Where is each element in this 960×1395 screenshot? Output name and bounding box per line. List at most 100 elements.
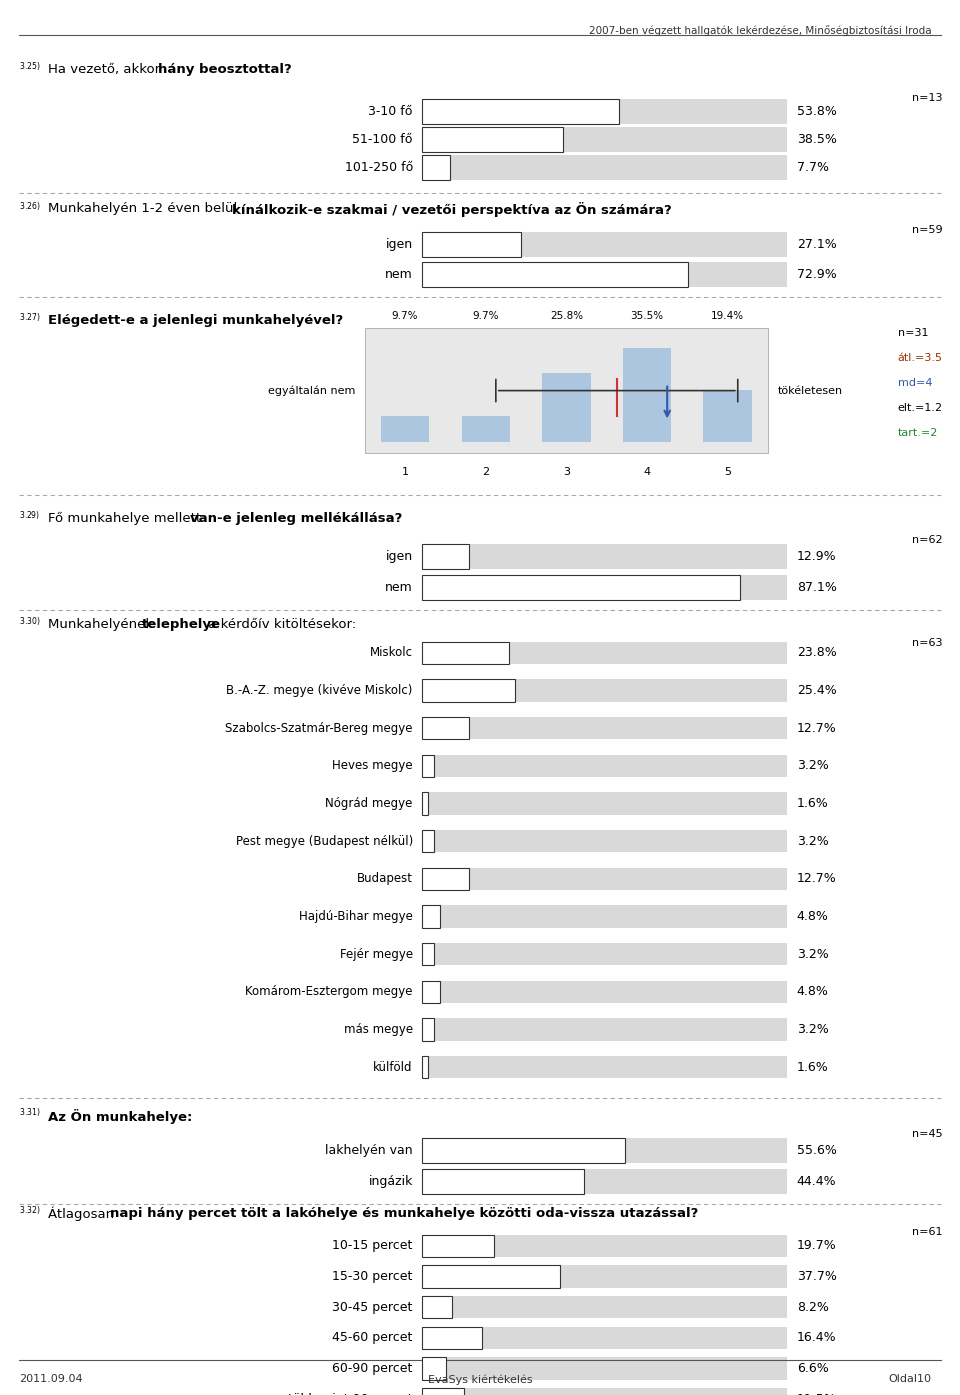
- Text: 38.5%: 38.5%: [797, 133, 837, 146]
- Text: igen: igen: [386, 237, 413, 251]
- Bar: [422, 127, 563, 152]
- Text: 11.5%: 11.5%: [797, 1392, 836, 1395]
- Bar: [422, 943, 434, 965]
- Text: 19.4%: 19.4%: [711, 311, 744, 321]
- Text: 4.8%: 4.8%: [797, 910, 828, 923]
- Bar: [422, 717, 468, 739]
- Bar: [422, 1056, 787, 1078]
- Bar: [422, 868, 468, 890]
- Text: 3.2%: 3.2%: [797, 1023, 828, 1036]
- Text: napi hány percet tölt a lakóhelye és munkahelye közötti oda-vissza utazással?: napi hány percet tölt a lakóhelye és mun…: [110, 1207, 699, 1219]
- Text: 3.2%: 3.2%: [797, 834, 828, 848]
- Bar: [422, 905, 440, 928]
- Text: n=62: n=62: [912, 534, 943, 545]
- Text: átl.=3.5: átl.=3.5: [898, 353, 943, 363]
- Text: 4: 4: [643, 467, 651, 477]
- Text: Pest megye (Budapest nélkül): Pest megye (Budapest nélkül): [235, 834, 413, 848]
- Bar: [422, 262, 787, 287]
- Bar: [422, 868, 787, 890]
- Bar: [422, 232, 787, 257]
- Text: 16.4%: 16.4%: [797, 1331, 836, 1345]
- Text: $^{3.32)}$: $^{3.32)}$: [19, 1207, 41, 1216]
- Text: Nógrád megye: Nógrád megye: [325, 797, 413, 810]
- Text: Elégedett-e a jelenlegi munkahelyével?: Elégedett-e a jelenlegi munkahelyével?: [48, 314, 344, 326]
- Bar: [422, 642, 787, 664]
- Bar: [422, 1327, 482, 1349]
- Bar: [422, 155, 787, 180]
- Text: 23.8%: 23.8%: [797, 646, 836, 660]
- Text: 2007-ben végzett hallgatók lekérdezése, Minőségbiztosítási Iroda: 2007-ben végzett hallgatók lekérdezése, …: [588, 25, 931, 36]
- Text: nem: nem: [385, 580, 413, 594]
- Bar: [462, 416, 510, 442]
- Text: 72.9%: 72.9%: [797, 268, 836, 282]
- Bar: [422, 99, 618, 124]
- Bar: [422, 830, 787, 852]
- Text: Miskolc: Miskolc: [370, 646, 413, 660]
- Text: 6.6%: 6.6%: [797, 1362, 828, 1375]
- Text: n=31: n=31: [898, 328, 928, 338]
- Bar: [422, 792, 428, 815]
- Text: n=63: n=63: [912, 638, 943, 649]
- Text: md=4: md=4: [898, 378, 932, 388]
- Text: 10-15 percet: 10-15 percet: [332, 1239, 413, 1253]
- Text: Szabolcs-Szatmár-Bereg megye: Szabolcs-Szatmár-Bereg megye: [226, 721, 413, 735]
- Text: 5: 5: [724, 467, 732, 477]
- Bar: [422, 232, 521, 257]
- Text: $^{3.26)}$: $^{3.26)}$: [19, 202, 40, 212]
- Text: 25.4%: 25.4%: [797, 684, 836, 698]
- Text: egyáltalán nem: egyáltalán nem: [268, 385, 355, 396]
- Text: 12.7%: 12.7%: [797, 872, 836, 886]
- Text: Átlagosan: Átlagosan: [48, 1207, 118, 1221]
- Bar: [422, 1235, 787, 1257]
- Text: hány beosztottal?: hány beosztottal?: [158, 63, 292, 75]
- Text: 1.6%: 1.6%: [797, 1060, 828, 1074]
- Text: Munkahelyén 1-2 éven belül: Munkahelyén 1-2 éven belül: [48, 202, 242, 215]
- Bar: [422, 99, 787, 124]
- Bar: [623, 347, 671, 442]
- Text: Az Ön munkahelye:: Az Ön munkahelye:: [48, 1109, 192, 1124]
- Text: Ha vezető, akkor: Ha vezető, akkor: [48, 63, 164, 75]
- Bar: [422, 1056, 428, 1078]
- Text: Fejér megye: Fejér megye: [340, 947, 413, 961]
- Text: 3: 3: [563, 467, 570, 477]
- Bar: [422, 679, 787, 702]
- Bar: [422, 1169, 585, 1194]
- Text: 12.7%: 12.7%: [797, 721, 836, 735]
- Text: 55.6%: 55.6%: [797, 1144, 837, 1158]
- Text: 30-45 percet: 30-45 percet: [332, 1300, 413, 1314]
- Bar: [422, 1388, 787, 1395]
- Text: 8.2%: 8.2%: [797, 1300, 828, 1314]
- Text: $^{3.30)}$: $^{3.30)}$: [19, 618, 41, 628]
- Text: Komárom-Esztergom megye: Komárom-Esztergom megye: [246, 985, 413, 999]
- Bar: [422, 642, 509, 664]
- Text: 2011.09.04: 2011.09.04: [19, 1374, 83, 1384]
- Bar: [422, 830, 434, 852]
- Bar: [422, 1296, 787, 1318]
- Bar: [422, 544, 469, 569]
- Text: 35.5%: 35.5%: [631, 311, 663, 321]
- Text: Munkahelyének: Munkahelyének: [48, 618, 157, 631]
- Bar: [422, 1235, 494, 1257]
- Text: 3-10 fő: 3-10 fő: [369, 105, 413, 119]
- Text: 44.4%: 44.4%: [797, 1175, 836, 1189]
- Text: 3.2%: 3.2%: [797, 947, 828, 961]
- Text: Budapest: Budapest: [357, 872, 413, 886]
- Text: külföld: külföld: [373, 1060, 413, 1074]
- Bar: [422, 544, 787, 569]
- Text: 12.9%: 12.9%: [797, 550, 836, 564]
- Bar: [422, 262, 688, 287]
- Text: 9.7%: 9.7%: [472, 311, 499, 321]
- Text: igen: igen: [386, 550, 413, 564]
- Text: 87.1%: 87.1%: [797, 580, 837, 594]
- Text: Heves megye: Heves megye: [332, 759, 413, 773]
- Text: Hajdú-Bihar megye: Hajdú-Bihar megye: [299, 910, 413, 923]
- Bar: [422, 717, 787, 739]
- Bar: [422, 981, 787, 1003]
- Text: B.-A.-Z. megye (kivéve Miskolc): B.-A.-Z. megye (kivéve Miskolc): [227, 684, 413, 698]
- Text: 25.8%: 25.8%: [550, 311, 583, 321]
- Bar: [422, 792, 787, 815]
- Text: 51-100 fő: 51-100 fő: [352, 133, 413, 146]
- Text: tart.=2: tart.=2: [898, 428, 938, 438]
- Text: több mint 90 percet: több mint 90 percet: [288, 1392, 413, 1395]
- Text: 37.7%: 37.7%: [797, 1269, 837, 1283]
